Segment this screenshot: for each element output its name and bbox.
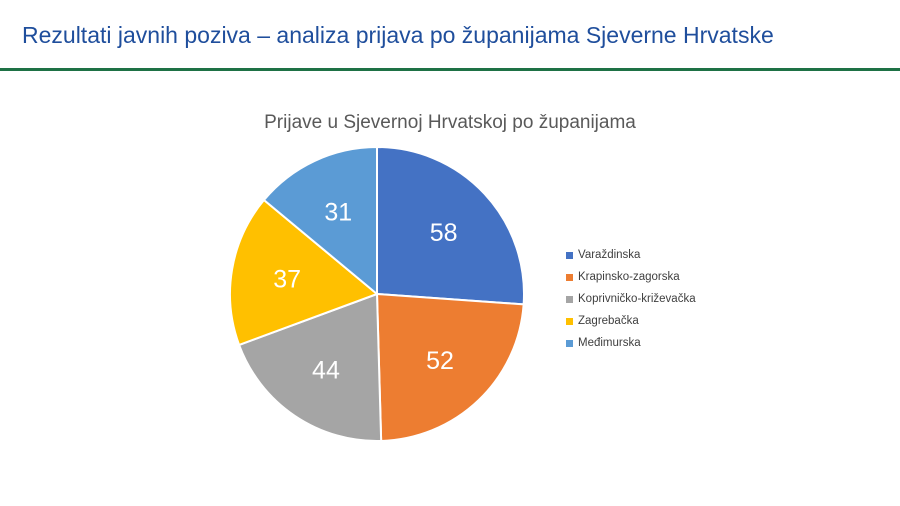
legend-swatch [566, 251, 573, 259]
pie-data-label-4: 37 [273, 266, 301, 294]
legend-swatch [566, 339, 573, 347]
chart-legend: Varaždinska Krapinsko-zagorska Koprivničko… [566, 244, 696, 354]
pie-data-label-5: 31 [324, 198, 352, 226]
chart-title: Prijave u Sjevernoj Hrvatskoj po županij… [0, 112, 900, 134]
slide-title: Rezultati javnih poziva – analiza prijav… [22, 22, 774, 48]
legend-swatch [566, 295, 573, 303]
legend-item-3: Koprivničko-križevačka [566, 288, 696, 310]
legend-label: Zagrebačka [578, 315, 639, 327]
pie-slice-4 [229, 198, 379, 347]
chart-title-text: Prijave u Sjevernoj Hrvatskoj po županij… [264, 112, 636, 133]
pie-slice-2 [375, 292, 525, 442]
legend-item-1: Varaždinska [566, 244, 696, 266]
legend-label: Varaždinska [578, 249, 641, 261]
legend-item-4: Zagrebačka [566, 310, 696, 332]
legend-label: Međimurska [578, 337, 641, 349]
pie-slice-5 [262, 145, 378, 297]
pie-data-label-2: 52 [426, 347, 454, 375]
legend-item-2: Krapinsko-zagorska [566, 266, 696, 288]
legend-label: Krapinsko-zagorska [578, 271, 680, 283]
pie-slice-3 [237, 292, 383, 442]
pie-data-label-1: 58 [430, 219, 458, 247]
title-divider [0, 68, 900, 71]
legend-swatch [566, 317, 573, 325]
pie-data-label-3: 44 [312, 357, 340, 385]
legend-swatch [566, 273, 573, 281]
legend-item-5: Međimurska [566, 332, 696, 354]
legend-label: Koprivničko-križevačka [578, 293, 696, 305]
pie-slice-1 [376, 145, 525, 306]
